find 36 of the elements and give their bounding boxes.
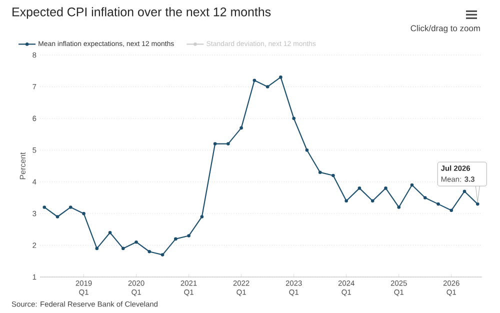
point: [305, 148, 309, 152]
text: Click/drag to zoom: [410, 25, 480, 33]
point: [266, 85, 270, 88]
point: [318, 170, 322, 174]
point: [95, 246, 99, 250]
point: [358, 186, 362, 190]
point: [410, 183, 414, 187]
chart-title: Expected CPI inflation over the next 12 months: [12, 7, 271, 19]
point: [370, 199, 374, 203]
point: [450, 208, 454, 212]
point: [122, 246, 125, 250]
point: [134, 240, 138, 244]
point: [436, 202, 440, 206]
point: [397, 206, 401, 209]
point: [252, 78, 256, 82]
point: [187, 234, 190, 238]
point: [108, 230, 112, 234]
point: [42, 206, 46, 209]
point: [160, 253, 164, 256]
point: [68, 206, 72, 209]
point: [292, 116, 296, 120]
point: [148, 250, 152, 254]
point: [462, 190, 466, 194]
point: [213, 142, 217, 146]
point: [344, 199, 348, 203]
point: [476, 202, 480, 206]
point: [384, 186, 388, 190]
point: [240, 126, 243, 130]
point: [82, 212, 86, 216]
point: [332, 174, 335, 178]
point: [174, 237, 178, 241]
point: [56, 215, 60, 218]
point: [423, 196, 427, 200]
point: [200, 215, 204, 218]
point: [226, 142, 230, 146]
point: [279, 76, 282, 79]
